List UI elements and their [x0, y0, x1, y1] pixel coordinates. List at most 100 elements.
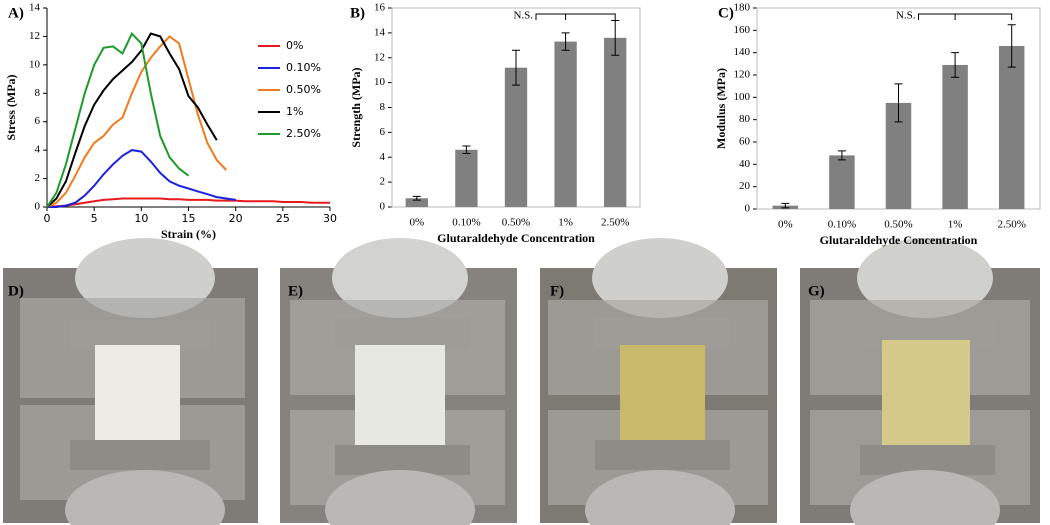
annotation: N.S. — [896, 10, 916, 22]
y-tick-label: 180 — [734, 2, 751, 14]
y-tick-label: 8 — [380, 101, 386, 113]
annotation: N.S. — [513, 10, 533, 22]
y-axis-label: Stress (MPa) — [4, 74, 18, 140]
line-series — [46, 31, 190, 208]
x-tick-label: 0 — [44, 212, 51, 225]
y-tick-label: 6 — [35, 115, 41, 127]
y-tick-label: 14 — [29, 2, 41, 14]
line-series — [47, 149, 236, 208]
panel-label: C) — [718, 5, 734, 21]
grip-top — [857, 238, 993, 318]
y-tick-label: 0 — [745, 203, 751, 215]
significance-bracket — [918, 13, 1013, 20]
y-tick-label: 10 — [374, 76, 386, 88]
y-tick-label: 40 — [739, 158, 751, 170]
error-bar — [412, 195, 421, 201]
y-tick-label: 100 — [734, 91, 751, 103]
clamp — [860, 445, 995, 475]
x-tick-label: 0.10% — [452, 217, 480, 229]
panel-label: E) — [288, 283, 303, 299]
y-tick-label: 4 — [35, 144, 41, 156]
x-tick-label: 0% — [778, 219, 793, 231]
y-tick-label: 160 — [734, 24, 751, 36]
y-axis-label: Modulus (MPa) — [714, 68, 728, 149]
y-tick-label: 2 — [380, 176, 386, 188]
x-axis-label: Strain (%) — [161, 227, 216, 241]
legend-label: 2.50% — [286, 127, 321, 140]
legend-label: 0.10% — [286, 61, 321, 74]
x-tick-label: 15 — [182, 212, 196, 225]
line-series — [46, 35, 227, 208]
bar — [455, 149, 478, 207]
x-tick-label: 1% — [558, 217, 573, 229]
bar — [942, 64, 968, 209]
y-tick-label: 12 — [374, 51, 385, 63]
grip-top — [332, 238, 468, 318]
photo-d — [3, 238, 258, 525]
y-axis-label: Strength (MPa) — [349, 67, 363, 147]
error-bar — [462, 145, 471, 155]
x-tick-label: 1% — [948, 219, 963, 231]
grip-bottom — [65, 470, 225, 525]
x-axis-label: Glutaraldehyde Concentration — [820, 233, 978, 247]
legend-label: 0% — [286, 39, 303, 52]
photo-g — [800, 238, 1040, 525]
x-tick-label: 2.50% — [601, 217, 629, 229]
panel-label: D) — [8, 283, 24, 299]
error-bar — [951, 52, 960, 78]
sample — [620, 345, 705, 445]
clamp — [70, 440, 210, 470]
x-tick-label: 30 — [323, 212, 337, 225]
y-tick-label: 10 — [29, 58, 41, 70]
grip-top — [592, 238, 728, 318]
x-tick-label: 0.10% — [828, 219, 856, 231]
y-tick-label: 120 — [734, 69, 751, 81]
photo-e — [280, 238, 517, 525]
error-bar — [837, 150, 846, 161]
panel-label: B) — [350, 5, 365, 21]
error-bar — [512, 49, 520, 86]
y-tick-label: 16 — [374, 2, 386, 14]
photo-f — [540, 238, 777, 525]
x-tick-label: 5 — [91, 212, 98, 225]
x-tick-label: 20 — [229, 212, 243, 225]
error-bar — [611, 19, 620, 56]
y-tick-label: 4 — [380, 151, 386, 163]
y-tick-label: 6 — [380, 126, 386, 138]
significance-bracket — [535, 13, 616, 20]
grip-bottom — [325, 470, 475, 525]
error-bar — [894, 83, 903, 123]
y-tick-label: 12 — [29, 30, 40, 42]
x-tick-label: 0.50% — [502, 217, 530, 229]
panel-label: F) — [550, 283, 564, 299]
y-tick-label: 8 — [35, 87, 41, 99]
x-tick-label: 0% — [409, 217, 424, 229]
bar — [604, 37, 627, 207]
y-tick-label: 80 — [739, 113, 751, 125]
x-tick-label: 0.50% — [884, 219, 912, 231]
error-bar — [561, 32, 570, 51]
x-tick-label: 10 — [134, 212, 148, 225]
line-series — [46, 32, 218, 208]
x-tick-label: 2.50% — [997, 219, 1025, 231]
sample — [355, 345, 445, 450]
legend-label: 1% — [286, 105, 303, 118]
bar — [829, 155, 855, 209]
grip-bottom — [585, 470, 735, 525]
y-tick-label: 20 — [739, 180, 751, 192]
y-tick-label: 140 — [734, 46, 751, 58]
line-series — [46, 197, 330, 208]
bar — [504, 67, 528, 207]
legend-label: 0.50% — [286, 83, 321, 96]
y-tick-label: 0 — [380, 201, 386, 213]
x-tick-label: 25 — [276, 212, 290, 225]
grip-bottom — [850, 470, 1000, 525]
clamp — [335, 445, 470, 475]
clamp — [595, 440, 730, 470]
bar — [405, 198, 428, 207]
y-tick-label: 60 — [739, 136, 751, 148]
sample — [95, 345, 180, 445]
bar — [554, 41, 577, 207]
y-tick-label: 14 — [374, 26, 386, 38]
